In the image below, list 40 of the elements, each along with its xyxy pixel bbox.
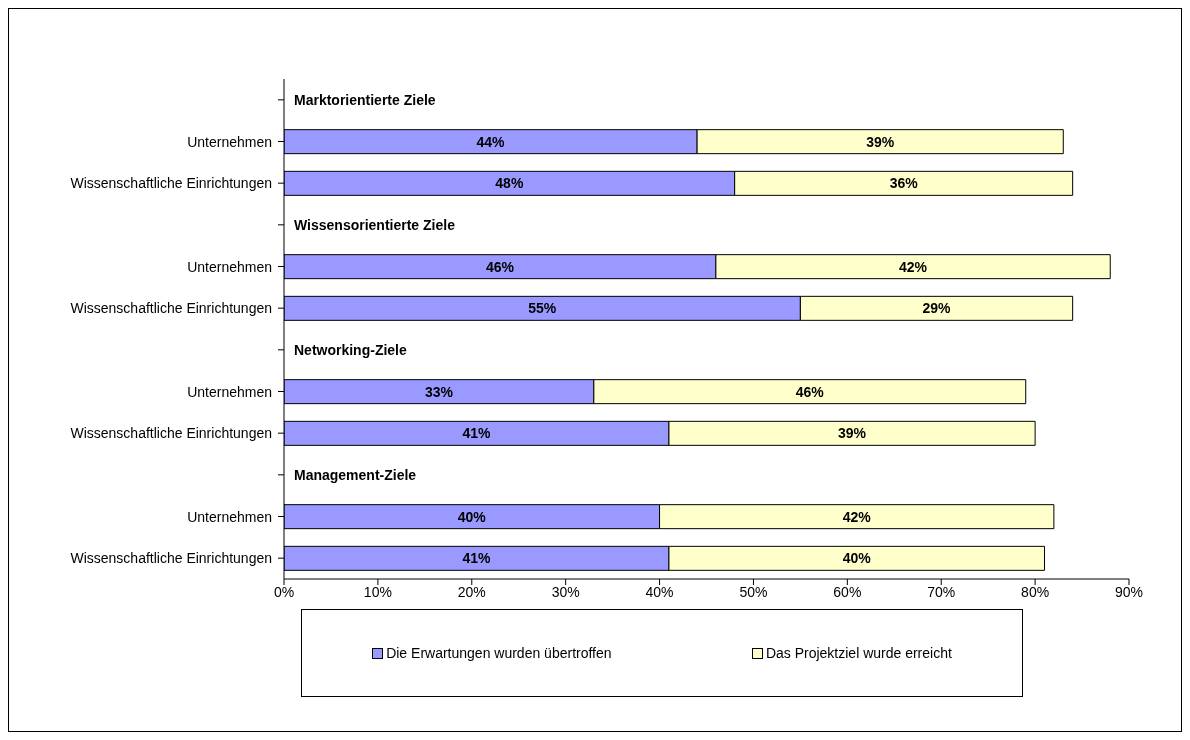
data-label: 55% — [528, 300, 557, 317]
annotation: Marktorientierte Ziele — [294, 91, 436, 108]
x-tick-label: 30% — [551, 583, 580, 600]
data-label: 41% — [462, 425, 492, 442]
y-tick-label: Wissenschaftliche Einrichtungen — [70, 300, 272, 317]
x-tick-label: 90% — [1114, 583, 1144, 600]
y-tick-label: Wissenschaftliche Einrichtungen — [70, 550, 272, 567]
annotation: Wissensorientierte Ziele — [294, 216, 456, 233]
y-tick-label: Unternehmen — [187, 258, 272, 275]
data-label: 48% — [495, 175, 524, 192]
y-tick-label: Unternehmen — [187, 508, 272, 525]
data-label: 40% — [842, 550, 872, 567]
data-label: 46% — [485, 258, 515, 275]
data-label: 29% — [922, 300, 952, 317]
legend-label: Die Erwartungen wurden übertroffen — [385, 645, 612, 661]
y-tick-label: Unternehmen — [187, 133, 272, 150]
y-tick-label: Unternehmen — [187, 383, 272, 400]
data-label: 33% — [424, 383, 454, 400]
annotation: Networking-Ziele — [294, 341, 408, 358]
data-label: 39% — [866, 133, 895, 150]
x-tick-label: 10% — [363, 583, 392, 600]
data-label: 42% — [899, 258, 928, 275]
data-label: 40% — [457, 508, 487, 525]
x-tick-label: 80% — [1021, 583, 1050, 600]
x-tick-label: 20% — [457, 583, 486, 600]
data-label: 46% — [795, 383, 825, 400]
y-tick-label: Wissenschaftliche Einrichtungen — [70, 425, 272, 442]
x-tick-label: 70% — [927, 583, 956, 600]
x-tick-label: 60% — [833, 583, 862, 600]
x-tick-label: 40% — [645, 583, 674, 600]
legend-label: Das Projektziel wurde erreicht — [764, 645, 952, 661]
data-label: 36% — [889, 175, 919, 192]
data-label: 42% — [842, 508, 872, 525]
x-tick-label: 50% — [739, 583, 768, 600]
data-label: 41% — [462, 550, 492, 567]
x-tick-label: 0% — [273, 583, 295, 600]
y-tick-label: Wissenschaftliche Einrichtungen — [70, 175, 272, 192]
annotation: Management-Ziele — [294, 466, 417, 483]
data-label: 39% — [838, 425, 867, 442]
data-label: 44% — [476, 133, 506, 150]
